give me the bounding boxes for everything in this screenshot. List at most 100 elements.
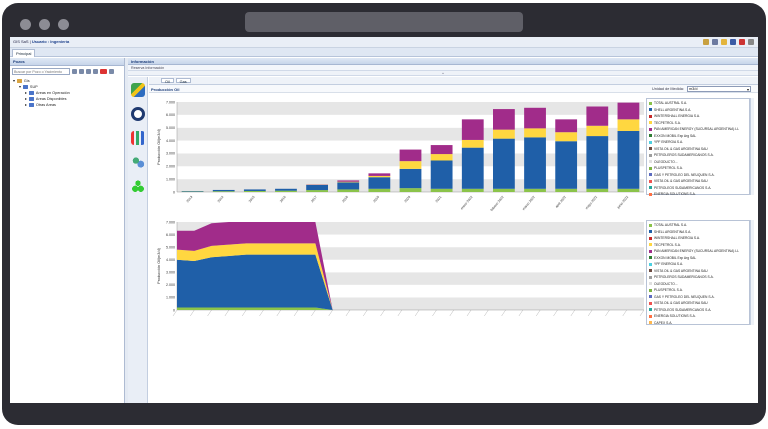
legend-item[interactable]: GAS Y PETROLEO DEL NEUQUEN S.A. bbox=[649, 294, 747, 301]
legend-label: VISTA OIL & GAS ARGENTINA SAU bbox=[654, 179, 708, 183]
legend-item[interactable]: SHELL ARGENTINA S.A. bbox=[649, 107, 747, 114]
legend-item[interactable]: VISTA OIL & GAS ARGENTINA SAU bbox=[649, 146, 747, 153]
address-bar[interactable] bbox=[245, 12, 523, 32]
help-icon[interactable] bbox=[721, 39, 727, 45]
bar bbox=[399, 149, 422, 162]
folder-icon bbox=[28, 103, 34, 107]
pills-icon[interactable] bbox=[130, 155, 145, 169]
legend-label: PETROLEOS SUDAMERICANOS S.A. bbox=[654, 307, 712, 312]
bar-chart-icon[interactable] bbox=[130, 131, 145, 145]
gauge-icon[interactable] bbox=[130, 107, 145, 121]
bar bbox=[524, 128, 546, 138]
network-icon bbox=[22, 85, 28, 89]
x-tick-label: mayo 2022 bbox=[585, 195, 599, 210]
legend-item[interactable]: EXXON MOBIL Exp Arg SAL bbox=[649, 133, 747, 140]
legend-item[interactable]: WINTERSHALL ENERGIA S.A. bbox=[649, 235, 747, 242]
legend-label: TOTAL AUSTRAL S.A. bbox=[654, 101, 688, 105]
top-chart-y-tick-label: 0 bbox=[173, 190, 175, 194]
bottom-chart-y-tick-label: 4.000 bbox=[166, 258, 175, 262]
legend-item[interactable]: TOTAL AUSTRAL S.A. bbox=[649, 222, 747, 229]
unit-select-value: m3/d bbox=[689, 86, 698, 91]
window-dot-icon[interactable] bbox=[39, 19, 50, 30]
legend-swatch bbox=[649, 301, 652, 305]
home-icon[interactable] bbox=[703, 39, 709, 45]
legend-item[interactable]: PETROLEOS SUDAMERICANOS S.A. bbox=[649, 185, 747, 192]
cluster-icon[interactable] bbox=[130, 179, 145, 193]
tree-node-areas-disponibles[interactable]: ▸ Areas Disponibles bbox=[25, 97, 67, 101]
unit-select[interactable]: m3/d ▾ bbox=[687, 85, 751, 92]
legend-scrollbar[interactable] bbox=[750, 220, 754, 325]
legend-item[interactable]: TECPETROL S.A. bbox=[649, 242, 747, 249]
legend-item[interactable]: TOTAL AUSTRAL S.A. bbox=[649, 100, 747, 107]
map-icon[interactable] bbox=[130, 83, 145, 97]
legend-item[interactable]: VISTA OIL & GAS ARGENTINA SAU bbox=[649, 300, 747, 307]
flag-us-icon[interactable] bbox=[730, 39, 736, 45]
bar bbox=[337, 182, 360, 190]
bar bbox=[430, 154, 453, 161]
tree-node-gis[interactable]: ▾ Gis bbox=[13, 79, 30, 83]
bar bbox=[524, 137, 546, 189]
x-tick-mark bbox=[415, 309, 420, 317]
x-tick-mark bbox=[190, 309, 195, 317]
x-tick-mark bbox=[224, 309, 230, 317]
bar bbox=[368, 177, 391, 189]
bar bbox=[212, 189, 235, 192]
legend-item[interactable]: GAS Y PETROLEO DEL NEUQUEN S.A. bbox=[649, 172, 747, 179]
folder-icon[interactable] bbox=[93, 69, 98, 74]
grid-icon[interactable] bbox=[72, 69, 77, 74]
legend-item[interactable]: PETROLEROS SUDAMERICANOS S.A. bbox=[649, 274, 747, 281]
x-tick-mark bbox=[363, 309, 368, 317]
legend-item[interactable]: EXXON MOBIL Exp Arg SAL bbox=[649, 255, 747, 262]
legend-swatch bbox=[649, 147, 652, 151]
bar bbox=[275, 188, 297, 191]
legend-item[interactable]: TECPETROL S.A. bbox=[649, 120, 747, 127]
legend-swatch bbox=[649, 121, 652, 125]
x-tick-label: enero 2022 bbox=[460, 195, 474, 210]
search-input[interactable] bbox=[12, 68, 70, 75]
pdf-icon[interactable] bbox=[100, 69, 107, 74]
filter-icon[interactable] bbox=[86, 69, 91, 74]
tree-node-sup[interactable]: ▾ SUP bbox=[19, 85, 38, 89]
tree-node-otras-areas[interactable]: ▸ Otras Areas bbox=[25, 103, 56, 107]
legend-item[interactable]: PLUSPETROL S.A. bbox=[649, 165, 747, 172]
more-icon[interactable] bbox=[109, 69, 114, 74]
legend-item[interactable]: PETROLEOS SUDAMERICANOS S.A. bbox=[649, 307, 747, 314]
legend-scrollbar[interactable] bbox=[750, 98, 754, 195]
legend-item[interactable]: VISTA OIL & GAS ARGENTINA SAU bbox=[649, 178, 747, 185]
x-tick-mark bbox=[501, 309, 506, 317]
legend-item[interactable]: YPF ENERGIA S.A. bbox=[649, 139, 747, 146]
tab-oil[interactable]: Oil bbox=[161, 78, 174, 84]
x-tick-mark bbox=[432, 309, 437, 317]
window-dot-icon[interactable] bbox=[58, 19, 69, 30]
legend-item[interactable]: SHELL ARGENTINA S.A. bbox=[649, 229, 747, 236]
legend-item[interactable]: PETROLEROS SUDAMERICANOS S.A. bbox=[649, 152, 747, 159]
x-tick-mark bbox=[484, 309, 489, 317]
legend-item[interactable]: PLUSPETROL S.A. bbox=[649, 287, 747, 294]
user-icon[interactable] bbox=[712, 39, 718, 45]
x-tick-mark bbox=[587, 309, 593, 317]
legend-item[interactable]: OLEODUCTO... bbox=[649, 159, 747, 166]
legend-item[interactable]: YPF ENERGIA S.A. bbox=[649, 261, 747, 268]
logout-icon[interactable] bbox=[748, 39, 754, 45]
bar bbox=[461, 119, 484, 140]
flag-es-icon[interactable] bbox=[739, 39, 745, 45]
x-tick-mark bbox=[553, 309, 558, 317]
legend-swatch bbox=[649, 308, 652, 312]
legend-item[interactable]: PAN AMERICAN ENERGY (SUCURSAL ARGENTINA)… bbox=[649, 126, 747, 133]
legend-item[interactable]: CAPEX S.A. bbox=[649, 320, 747, 327]
tab-principal[interactable]: Principal bbox=[12, 49, 36, 57]
search-icon[interactable] bbox=[79, 69, 84, 74]
collapse-grip-icon[interactable]: ▴ bbox=[128, 71, 758, 76]
tree-node-areas-operacion[interactable]: ▸ Areas en Operación bbox=[25, 91, 70, 95]
legend-item[interactable]: PAN AMERICAN ENERGY (SUCURSAL ARGENTINA)… bbox=[649, 248, 747, 255]
legend-item[interactable]: OLEODUCTO... bbox=[649, 281, 747, 288]
window-dot-icon[interactable] bbox=[20, 19, 31, 30]
panel-splitter[interactable] bbox=[125, 58, 128, 403]
legend-item[interactable]: ENERGIA SOLUTIONS S.A. bbox=[649, 313, 747, 320]
section-title: Producción Oil bbox=[151, 86, 180, 92]
tab-gas[interactable]: Gas bbox=[175, 78, 191, 84]
bar bbox=[524, 107, 546, 129]
legend-item[interactable]: WINTERSHALL ENERGIA S.A. bbox=[649, 113, 747, 120]
legend-item[interactable]: ENERGIA SOLUTIONS S.A. bbox=[649, 191, 747, 198]
legend-item[interactable]: VISTA OIL & GAS ARGENTINA SAU bbox=[649, 268, 747, 275]
